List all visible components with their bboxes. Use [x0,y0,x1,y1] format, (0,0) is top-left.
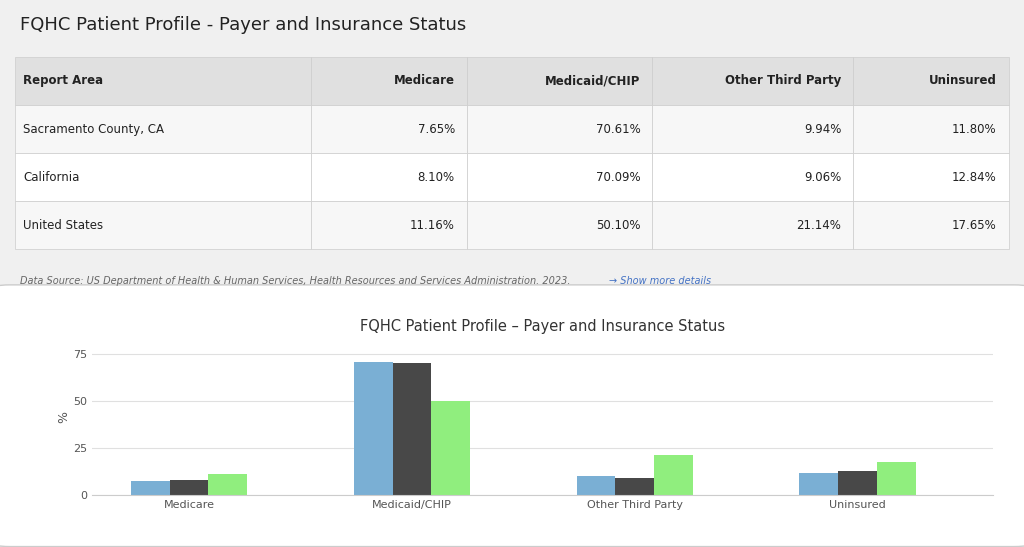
Bar [577,476,615,495]
Bar [652,201,853,249]
Text: → Show more details: → Show more details [609,276,712,286]
Text: Data Source: US Department of Health & Human Services, Health Resources and Serv: Data Source: US Department of Health & H… [20,276,571,286]
Bar [839,471,877,495]
Bar [467,105,652,153]
Legend: Sacramento County, CA, California, United States: Sacramento County, CA, California, Unite… [341,545,744,547]
Bar [311,201,467,249]
Text: FQHC Patient Profile - Payer and Insurance Status: FQHC Patient Profile - Payer and Insuran… [20,16,467,34]
Bar [209,474,247,495]
Bar [800,473,839,495]
Bar [652,57,853,105]
Bar [15,57,311,105]
Bar [170,480,209,495]
Bar [467,57,652,105]
Bar [15,201,311,249]
Bar [311,105,467,153]
Bar [15,105,311,153]
Bar [431,401,470,495]
Text: 9.06%: 9.06% [804,171,841,184]
Bar [615,478,654,495]
Text: Medicaid/CHIP: Medicaid/CHIP [545,74,640,88]
Text: 11.80%: 11.80% [952,123,996,136]
Bar [877,462,915,495]
Text: Report Area: Report Area [24,74,103,88]
Text: 50.10%: 50.10% [596,219,640,232]
Text: 70.61%: 70.61% [596,123,640,136]
Text: 70.09%: 70.09% [596,171,640,184]
Text: California: California [24,171,80,184]
Bar [652,153,853,201]
Text: 17.65%: 17.65% [952,219,996,232]
Text: Uninsured: Uninsured [929,74,996,88]
Title: FQHC Patient Profile – Payer and Insurance Status: FQHC Patient Profile – Payer and Insuran… [360,319,725,334]
Bar [131,481,170,495]
Bar [853,201,1009,249]
Bar [392,363,431,495]
Bar [853,105,1009,153]
Y-axis label: %: % [57,411,71,423]
Text: Sacramento County, CA: Sacramento County, CA [24,123,164,136]
Text: 21.14%: 21.14% [797,219,841,232]
Text: 8.10%: 8.10% [418,171,455,184]
Bar [853,153,1009,201]
Text: 9.94%: 9.94% [804,123,841,136]
FancyBboxPatch shape [0,285,1024,546]
Text: 12.84%: 12.84% [952,171,996,184]
Bar [652,105,853,153]
Bar [853,57,1009,105]
Text: Other Third Party: Other Third Party [725,74,841,88]
Bar [467,201,652,249]
Bar [353,363,392,495]
Text: 7.65%: 7.65% [418,123,455,136]
Bar [15,153,311,201]
Bar [654,455,693,495]
Text: United States: United States [24,219,103,232]
Bar [311,57,467,105]
Bar [467,153,652,201]
Text: 11.16%: 11.16% [410,219,455,232]
Bar [311,153,467,201]
Text: Medicare: Medicare [394,74,455,88]
